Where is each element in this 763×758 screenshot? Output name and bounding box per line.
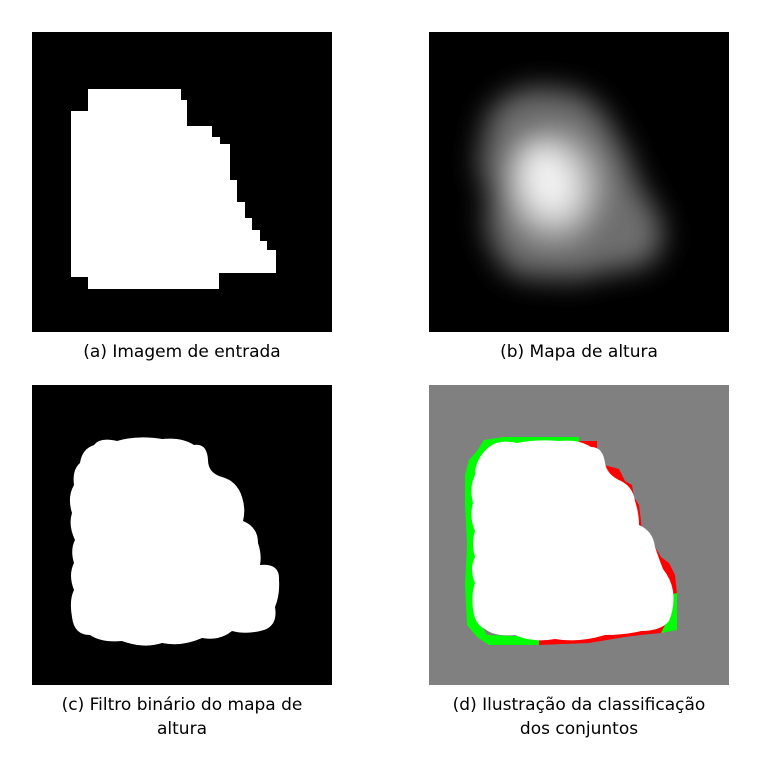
panel-d-image: [429, 385, 729, 685]
panel-a-image: [32, 32, 332, 332]
classification-svg: [429, 385, 729, 685]
caption-b: (b) Mapa de altura: [500, 342, 658, 362]
height-map-svg: [429, 32, 729, 332]
caption-c: (c) Filtro binário do mapa de altura: [61, 695, 303, 739]
input-shape: [71, 89, 276, 289]
binary-filter-svg: [32, 385, 332, 685]
caption-d: (d) Ilustração da classificação dos conj…: [452, 695, 706, 739]
binary-filter-shape: [69, 437, 280, 646]
panel-b-image: [429, 32, 729, 332]
intersection-region: [471, 440, 674, 641]
green-set-region: [465, 437, 579, 645]
caption-a: (a) Imagem de entrada: [83, 342, 281, 362]
input-image-svg: [32, 32, 332, 332]
height-map-blob: [479, 88, 663, 280]
panel-c-image: [32, 385, 332, 685]
